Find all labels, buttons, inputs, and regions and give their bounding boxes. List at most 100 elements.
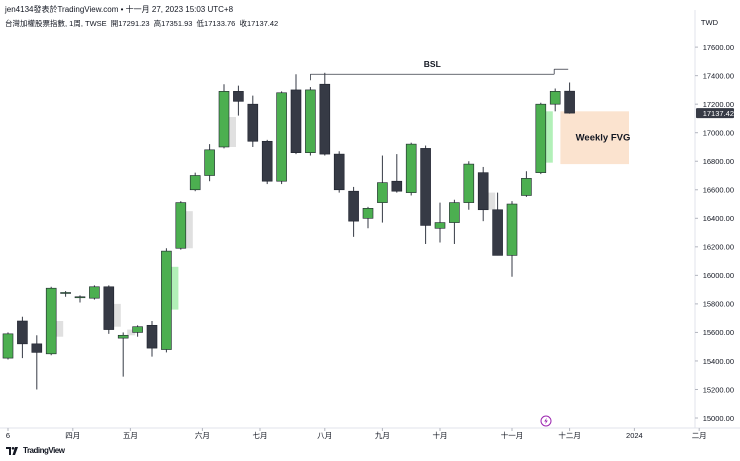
candle [132, 325, 143, 337]
symbol-name: 台灣加權股票指數, 1周, TWSE [5, 19, 107, 28]
candle [434, 202, 446, 243]
candle [60, 291, 71, 297]
candle-body [492, 209, 503, 256]
candle-body [333, 153, 345, 191]
published-by: jen4134發表於TradingView.com [5, 5, 119, 14]
y-tick-label: 16600.00 [703, 186, 734, 195]
x-tick-label: 十二月 [558, 430, 581, 440]
candle [189, 172, 201, 192]
candle [74, 295, 86, 303]
candle-body [74, 296, 86, 299]
candle-body [348, 190, 359, 222]
x-tick-label: 6 [6, 431, 10, 440]
footer-brand-text: TradingView [23, 446, 65, 455]
candle-body [161, 250, 172, 350]
y-tick-label: 16200.00 [703, 243, 734, 252]
x-tick-label: 六月 [195, 430, 210, 440]
candle [549, 88, 561, 112]
candle-body [477, 172, 489, 211]
candle-body [132, 326, 143, 333]
candle [521, 171, 532, 197]
y-tick-label: 17000.00 [703, 129, 734, 138]
candle [333, 151, 345, 193]
candle-body [564, 90, 575, 114]
x-tick-label: 十月 [433, 430, 448, 440]
y-tick-label: 15400.00 [703, 357, 734, 366]
candle [204, 144, 215, 182]
y-tick-label: 16400.00 [703, 214, 734, 223]
high-value: 17351.93 [161, 19, 193, 28]
candle [319, 72, 331, 156]
candle [305, 87, 316, 156]
candle [362, 206, 374, 229]
y-tick-label: 15600.00 [703, 328, 734, 337]
publish-timestamp: 十一月 27, 2023 15:03 UTC+8 [125, 5, 234, 14]
y-tick-label: 15000.00 [703, 414, 734, 423]
candle-body [89, 286, 100, 299]
candle-body [218, 91, 230, 148]
x-tick-label: 七月 [253, 431, 268, 440]
candle [17, 316, 28, 359]
candle-body [405, 143, 417, 193]
candle-body [31, 343, 43, 353]
candle-body [233, 91, 244, 102]
footer-brand: TradingView [6, 446, 65, 455]
imbalance-bar [544, 111, 553, 163]
candle-body [45, 287, 57, 355]
candle [420, 145, 431, 244]
candle [564, 82, 575, 114]
candle [377, 155, 388, 223]
imbalance-bar [228, 117, 236, 147]
candle-body [146, 324, 158, 349]
bsl-label: BSL [424, 59, 441, 69]
candle [146, 321, 158, 357]
candle [31, 335, 43, 390]
x-tick-label: 四月 [65, 431, 80, 440]
candle [348, 186, 359, 237]
candle-body [535, 103, 547, 173]
header-separator: • [120, 5, 126, 14]
x-tick-label: 十一月 [501, 430, 524, 440]
candle-body [319, 83, 331, 155]
candle-body [549, 91, 561, 105]
candle [405, 142, 417, 196]
symbol-info: 台灣加權股票指數, 1周, TWSE 開17291.23 高17351.93 低… [5, 18, 280, 29]
candle-body [247, 103, 259, 142]
candle [2, 332, 14, 360]
y-tick-label: 17400.00 [703, 71, 734, 80]
candle [492, 192, 503, 256]
candle [506, 201, 518, 277]
x-tick-label: 二月 [692, 431, 707, 440]
candle-body [391, 180, 403, 192]
candle-body [449, 202, 460, 223]
candle [477, 166, 489, 222]
last-price-tag [696, 108, 734, 119]
open-label: 開 [110, 19, 119, 28]
x-tick-label: 九月 [375, 431, 390, 440]
candle-body [362, 208, 374, 219]
y-tick-label: 17200.00 [703, 100, 734, 109]
y-tick-label: 16800.00 [703, 157, 734, 166]
close-value: 17137.42 [246, 19, 279, 28]
candle [161, 248, 172, 353]
last-price-value: 17137.42 [703, 109, 734, 118]
candle-body [60, 292, 71, 294]
y-tick-label: 17600.00 [703, 43, 734, 52]
candle-body [276, 92, 287, 182]
candle [89, 285, 100, 300]
candle [233, 85, 244, 116]
open-value: 17291.23 [118, 19, 150, 28]
candle [535, 102, 547, 175]
candle [103, 285, 115, 334]
candle-body [420, 148, 431, 226]
candle [261, 139, 273, 185]
candle-body [204, 149, 215, 176]
x-tick-label: 八月 [317, 431, 332, 440]
candle [247, 95, 259, 147]
imbalance-bar [55, 321, 64, 337]
candle [391, 154, 403, 193]
x-tick-label: 2024 [626, 431, 643, 440]
y-tick-label: 15200.00 [703, 385, 734, 394]
candle-body [290, 89, 302, 153]
